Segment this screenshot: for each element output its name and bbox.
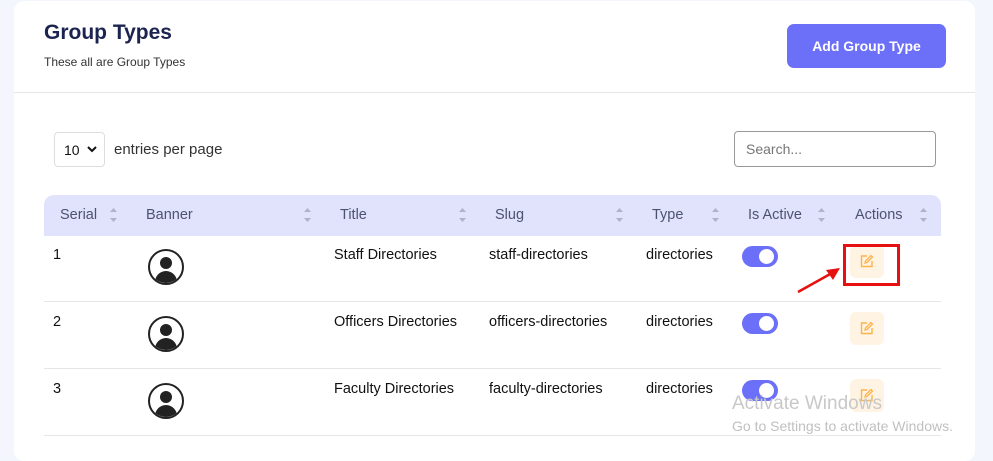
column-actions[interactable]: Actions: [855, 207, 903, 223]
entries-label: entries per page: [114, 141, 223, 158]
type: directories: [646, 381, 713, 397]
table-header: Serial Banner Title Slug Type Is Active …: [44, 195, 941, 236]
sort-icon[interactable]: [711, 205, 720, 225]
type: directories: [646, 314, 713, 330]
add-group-type-button[interactable]: Add Group Type: [787, 24, 946, 68]
sort-icon[interactable]: [303, 205, 312, 225]
type: directories: [646, 247, 713, 263]
slug: staff-directories: [489, 247, 588, 263]
entries-value: 10: [64, 142, 80, 158]
sort-icon[interactable]: [919, 205, 928, 225]
title: Officers Directories: [334, 314, 458, 330]
edit-button[interactable]: [850, 379, 884, 412]
divider: [14, 92, 975, 93]
page-title: Group Types: [44, 21, 172, 44]
title: Faculty Directories: [334, 381, 455, 397]
slug: officers-directories: [489, 314, 608, 330]
column-type[interactable]: Type: [652, 207, 684, 223]
slug: faculty-directories: [489, 381, 603, 397]
windows-watermark-title: Activate Windows: [732, 393, 882, 414]
serial: 1: [53, 247, 62, 263]
serial: 3: [53, 381, 62, 397]
serial: 2: [53, 314, 62, 330]
edit-button[interactable]: [850, 245, 884, 278]
search-input[interactable]: [734, 131, 936, 167]
user-avatar-icon: [148, 383, 184, 419]
user-avatar-icon: [148, 249, 184, 285]
edit-button[interactable]: [850, 312, 884, 345]
active-toggle[interactable]: [742, 313, 778, 334]
column-slug[interactable]: Slug: [495, 207, 525, 223]
sort-icon[interactable]: [109, 205, 118, 225]
sort-icon[interactable]: [817, 205, 826, 225]
annotation-arrow-icon: [797, 268, 840, 294]
entries-per-page-select[interactable]: 10: [54, 132, 105, 167]
table-row: 1 Staff Directories staff-directories di…: [44, 235, 941, 302]
column-banner[interactable]: Banner: [146, 207, 193, 223]
edit-icon: [860, 321, 874, 335]
user-avatar-icon: [148, 316, 184, 352]
edit-icon: [860, 388, 874, 402]
column-title[interactable]: Title: [340, 207, 367, 223]
table-row: 3 Faculty Directories faculty-directorie…: [44, 369, 941, 436]
title: Staff Directories: [334, 247, 437, 263]
active-toggle[interactable]: [742, 246, 778, 267]
highlight-box: [843, 244, 900, 286]
windows-watermark-subtitle: Go to Settings to activate Windows.: [732, 418, 953, 434]
chevron-down-icon: [87, 146, 97, 153]
sort-icon[interactable]: [458, 205, 467, 225]
edit-icon: [860, 254, 874, 268]
active-toggle[interactable]: [742, 380, 778, 401]
column-serial[interactable]: Serial: [60, 207, 98, 223]
sort-icon[interactable]: [615, 205, 624, 225]
column-is-active[interactable]: Is Active: [748, 207, 802, 223]
page-subtitle: These all are Group Types: [44, 55, 186, 69]
table-row: 2 Officers Directories officers-director…: [44, 302, 941, 369]
